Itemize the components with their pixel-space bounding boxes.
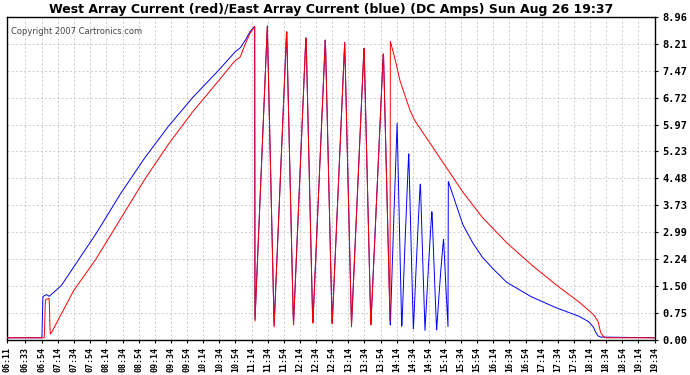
Text: Copyright 2007 Cartronics.com: Copyright 2007 Cartronics.com [10,27,141,36]
Title: West Array Current (red)/East Array Current (blue) (DC Amps) Sun Aug 26 19:37: West Array Current (red)/East Array Curr… [49,3,613,16]
